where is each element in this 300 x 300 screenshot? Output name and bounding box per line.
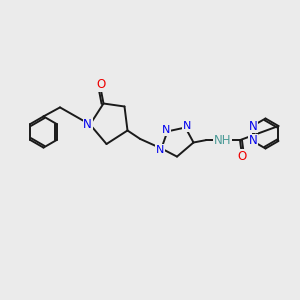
Text: N: N: [156, 145, 164, 155]
Text: N: N: [249, 134, 257, 148]
Text: N: N: [83, 118, 92, 131]
Text: NH: NH: [214, 134, 231, 147]
Text: N: N: [183, 121, 191, 131]
Text: O: O: [97, 78, 106, 92]
Text: O: O: [237, 150, 246, 163]
Text: N: N: [249, 119, 257, 133]
Text: N: N: [162, 125, 170, 135]
